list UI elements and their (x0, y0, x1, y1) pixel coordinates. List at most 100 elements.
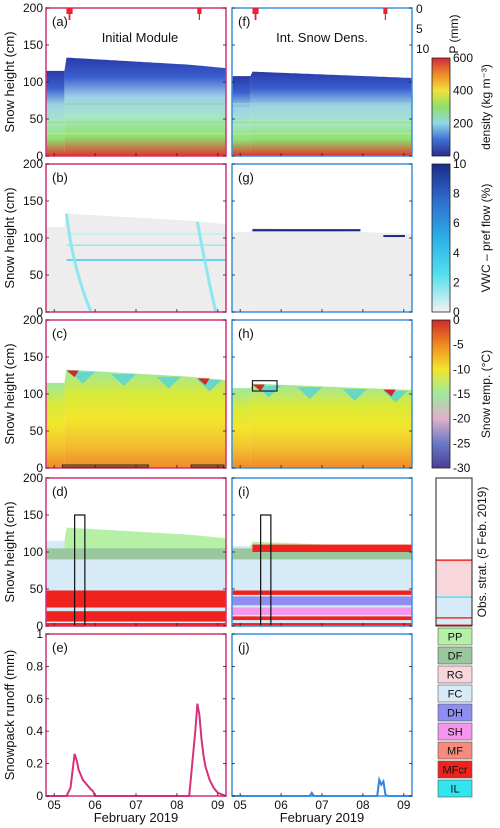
obs-strat-layer-il (436, 596, 472, 598)
precip-tick-label: 10 (416, 42, 430, 56)
colorbar-tick-label: 600 (453, 51, 473, 65)
temp-warm-zone (252, 384, 265, 392)
legend-label-mfcr: MFcr (442, 765, 467, 777)
vwc-flow (195, 221, 218, 313)
colorbar-tick-label: 400 (453, 84, 473, 98)
colorbar-tick-label: -20 (453, 412, 471, 426)
y-axis-label: Snow height (cm) (2, 343, 17, 444)
temp-cold-zone (156, 376, 181, 389)
colorbar-tick-label: 2 (453, 275, 460, 289)
colorbar-tick-label: -25 (453, 436, 471, 450)
density-field-right (232, 76, 251, 156)
highlight-box (190, 464, 225, 468)
legend-swatch-pp (437, 627, 473, 646)
density-field-left (46, 70, 65, 156)
y-tick-label: 0.4 (26, 724, 43, 738)
y-tick-label: 0 (36, 149, 43, 163)
y-tick-label: 0 (36, 461, 43, 475)
legend-label-sh: SH (447, 727, 462, 739)
vwc-band (383, 235, 405, 238)
left-column-title: Initial Module (102, 30, 179, 45)
highlight-box (251, 380, 278, 392)
precip-bar (198, 8, 201, 20)
x-axis-label-left: February 2019 (94, 810, 179, 825)
precip-axis-label: P (mm) (447, 14, 461, 53)
panel-label: (e) (52, 640, 68, 655)
y-tick-label: 0 (36, 305, 43, 319)
colorbar-label: density (kg m⁻³) (479, 64, 493, 150)
density-field-right (250, 71, 412, 156)
obs-strat-layer-mfcr (436, 559, 472, 561)
panel-label: (a) (52, 14, 68, 29)
obs-strat-label: Obs. strat. (5 Feb. 2019) (475, 487, 489, 618)
density-band (232, 121, 412, 124)
x-tick-label: 09 (211, 798, 225, 812)
temp-field-left (64, 369, 227, 468)
y-tick-label: 150 (23, 194, 43, 208)
density-band (232, 132, 412, 135)
grain-layer-mfcr (232, 616, 412, 621)
panel-label: (i) (238, 484, 250, 499)
legend-label-rg: RG (447, 670, 464, 682)
y-tick-label: 50 (30, 582, 44, 596)
colorbar-tick-label: 0 (453, 305, 460, 319)
colorbar-tick-label: 10 (453, 157, 467, 171)
y-tick-label: 50 (30, 268, 44, 282)
colorbar-label: Snow temp. (°C) (479, 350, 493, 438)
vwc-band (252, 229, 361, 232)
temp-field-right (250, 383, 412, 468)
density-band (46, 121, 226, 124)
colorbar (431, 163, 451, 313)
x-tick-label: 09 (397, 798, 411, 812)
x-tick-label: 07 (315, 798, 329, 812)
grain-layer-mfcr (46, 590, 226, 608)
x-tick-label: 05 (48, 798, 62, 812)
vwc-field-left (46, 226, 65, 312)
colorbar-tick-label: -5 (453, 338, 464, 352)
y-tick-label: 0.2 (26, 757, 43, 771)
y-tick-label: 0 (36, 789, 43, 803)
vwc-field-right (232, 232, 251, 312)
y-axis-label: Snow height (cm) (2, 31, 17, 132)
grain-layer-df (232, 548, 412, 560)
colorbar-tick-label: 0 (453, 149, 460, 163)
legend-label-pp: PP (448, 632, 463, 644)
temp-warm-zone (383, 389, 396, 397)
precip-tick-label: 0 (416, 2, 423, 16)
colorbar-tick-label: -30 (453, 461, 471, 475)
y-tick-label: 200 (23, 157, 43, 171)
y-axis-label: Snow height (cm) (2, 187, 17, 288)
highlight-box (61, 464, 149, 468)
panel-label: (j) (238, 640, 250, 655)
y-axis-label: Snowpack runoff (mm) (2, 650, 17, 781)
temp-field-left (46, 382, 65, 468)
grain-layer-mfcr (252, 544, 412, 552)
precip-bar (384, 8, 387, 20)
y-tick-label: 1 (36, 627, 43, 641)
temp-cold-zone (111, 374, 136, 386)
legend-swatch-mfcr (437, 760, 473, 779)
density-band (46, 132, 226, 135)
y-tick-label: 0.8 (26, 659, 43, 673)
y-tick-label: 200 (23, 1, 43, 15)
runoff-line-right (232, 775, 412, 797)
legend-swatch-dh (437, 703, 473, 722)
grain-layer-mfcr (232, 590, 412, 595)
temp-warm-zone (66, 370, 79, 378)
temp-cold-zone (342, 389, 367, 401)
colorbar-tick-label: 4 (453, 246, 460, 260)
precip-bar (68, 8, 71, 20)
grain-layer-df (46, 548, 226, 560)
legend-label-df: DF (448, 651, 463, 663)
vwc-band (66, 233, 226, 235)
vwc-flow (64, 213, 93, 313)
y-tick-label: 50 (30, 424, 44, 438)
colorbar-tick-label: -15 (453, 387, 471, 401)
y-tick-label: 200 (23, 313, 43, 327)
x-tick-label: 06 (88, 798, 102, 812)
legend-swatch-df (437, 646, 473, 665)
legend-label-dh: DH (447, 708, 463, 720)
right-column-title: Int. Snow Dens. (276, 30, 368, 45)
panel-label: (b) (52, 170, 68, 185)
